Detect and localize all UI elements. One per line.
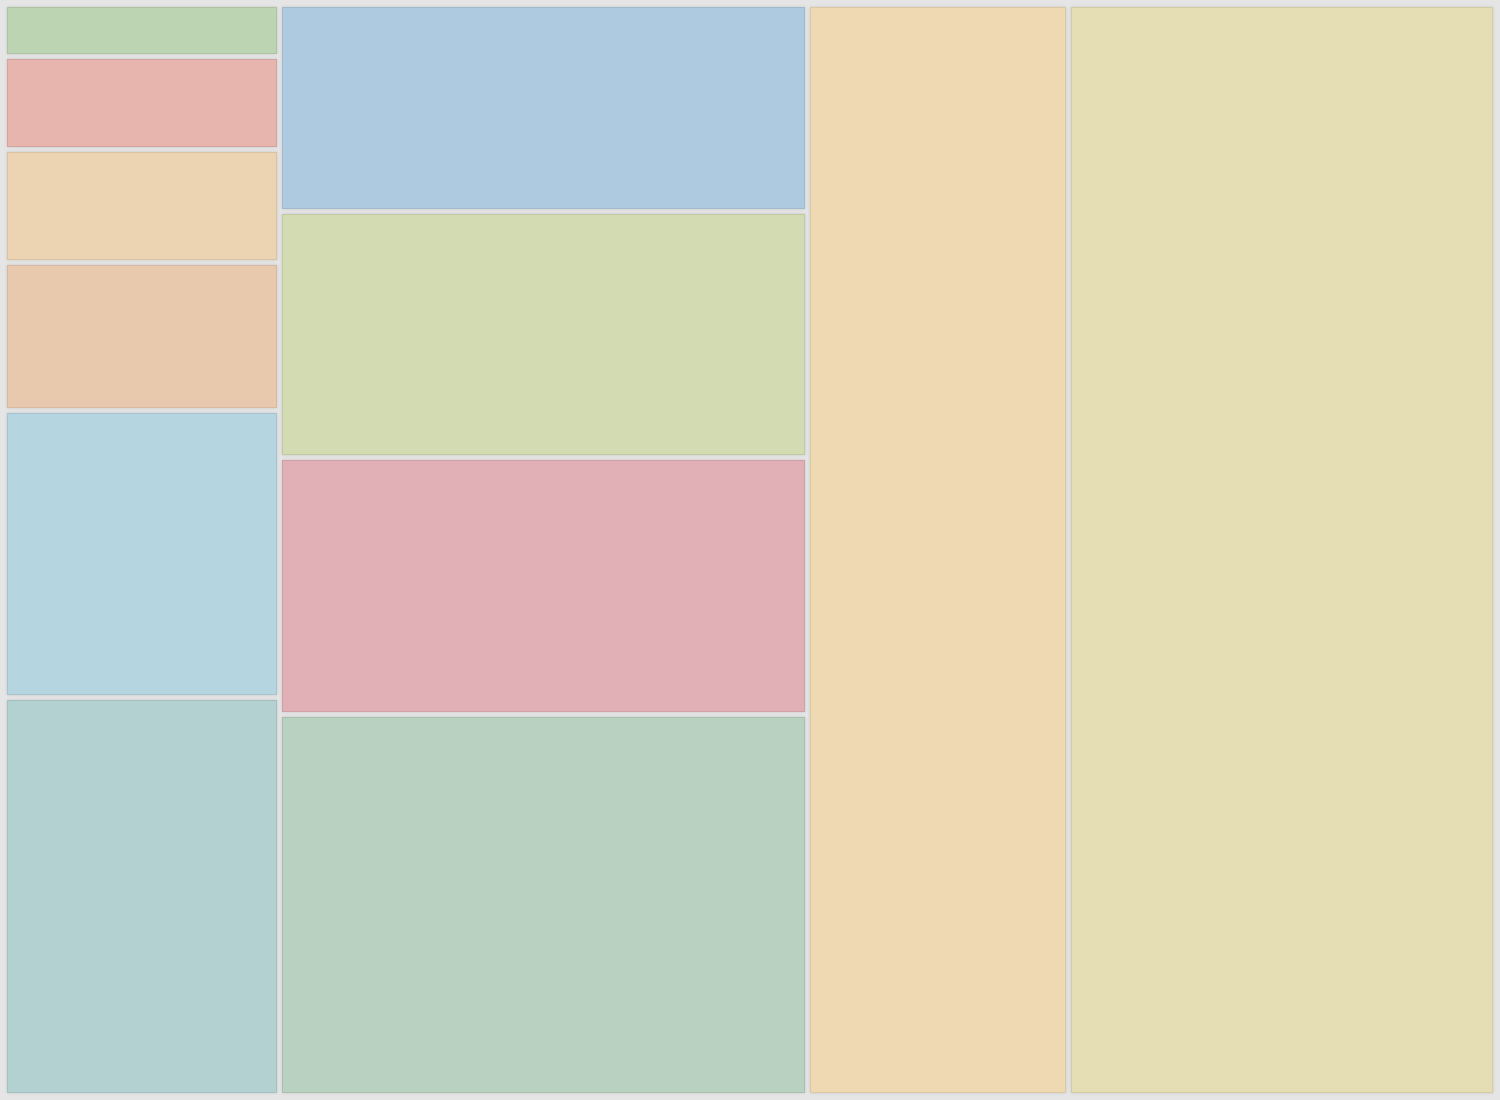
- treemap-tile: [810, 7, 1066, 1093]
- treemap-tile: [7, 413, 277, 696]
- treemap-tile: [281, 459, 806, 713]
- treemap-tile: [7, 7, 277, 54]
- treemap-tile: [7, 700, 277, 1093]
- treemap-tile: [281, 717, 806, 1093]
- treemap-tile: [281, 7, 806, 210]
- treemap-tile: [7, 58, 277, 148]
- treemap-tile: [7, 152, 277, 261]
- treemap-tile: [1070, 7, 1493, 1093]
- treemap-tile: [7, 265, 277, 409]
- treemap-tile: [281, 214, 806, 455]
